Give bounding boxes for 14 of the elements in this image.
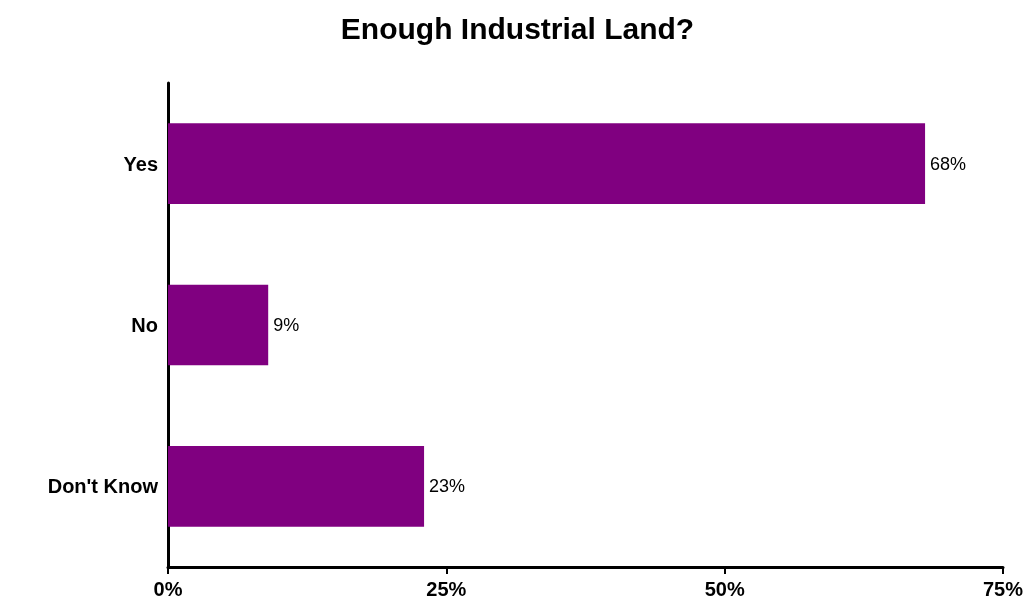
y-tick-label: Don't Know — [47, 475, 159, 498]
bar — [168, 123, 926, 204]
bar — [168, 446, 425, 527]
x-tick-label: 50% — [704, 578, 745, 600]
y-tick-label: No — [131, 314, 158, 336]
bar — [168, 284, 269, 366]
chart-title: Enough Industrial Land? — [340, 11, 695, 45]
x-tick-label: 25% — [426, 578, 467, 600]
x-tick-label: 75% — [982, 578, 1024, 600]
data-label: 9% — [273, 315, 300, 335]
data-label: 68% — [930, 153, 967, 174]
x-tick-label: 0% — [153, 578, 183, 600]
data-label: 23% — [429, 476, 466, 497]
y-tick-label: Yes — [123, 152, 158, 175]
